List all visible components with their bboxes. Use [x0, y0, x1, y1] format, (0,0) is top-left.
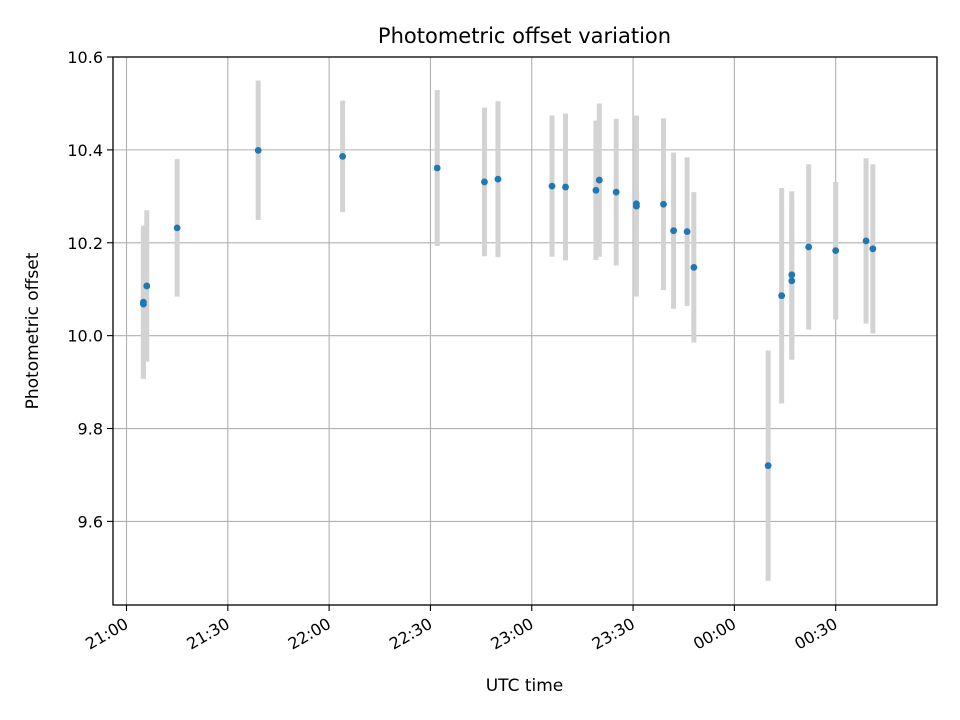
x-tick-label: 23:00 — [487, 614, 536, 654]
data-point — [805, 243, 813, 251]
x-axis: 21:00 21:30 22:00 22:30 23:00 23:30 00:00 00:30 — [82, 605, 841, 654]
y-tick-label: 9.8 — [78, 420, 103, 439]
x-tick-label: 00:30 — [791, 614, 840, 654]
data-point — [690, 263, 698, 271]
y-tick-label: 9.6 — [78, 512, 103, 531]
chart-title: Photometric offset variation — [378, 24, 671, 48]
data-points — [139, 146, 877, 470]
y-tick-label: 10.0 — [67, 327, 103, 346]
data-point — [254, 146, 262, 154]
data-point — [494, 175, 502, 183]
grid — [113, 56, 937, 605]
x-tick-label: 00:00 — [690, 614, 739, 654]
data-point — [339, 152, 347, 160]
plot-frame — [112, 56, 938, 606]
data-point — [548, 182, 556, 190]
x-tick-label: 22:00 — [285, 614, 334, 654]
data-point — [143, 282, 151, 290]
data-point — [778, 292, 786, 300]
data-point — [862, 237, 870, 245]
y-tick-label: 10.4 — [67, 141, 103, 160]
data-point — [683, 228, 691, 236]
data-point — [660, 200, 667, 208]
data-point — [869, 245, 877, 253]
x-tick-label: 21:00 — [82, 614, 131, 654]
data-point — [139, 300, 147, 308]
data-point — [670, 227, 677, 235]
data-point — [788, 277, 796, 285]
x-axis-title: UTC time — [486, 676, 564, 696]
data-point — [612, 188, 620, 196]
data-point — [562, 183, 569, 191]
data-point — [481, 178, 488, 186]
data-point — [592, 186, 600, 194]
y-tick-label: 10.2 — [67, 234, 103, 253]
data-point — [788, 271, 796, 279]
data-point — [173, 224, 181, 232]
x-tick-label: 23:30 — [589, 614, 638, 654]
data-point — [633, 200, 640, 208]
y-tick-label: 10.6 — [67, 48, 103, 67]
data-point — [433, 164, 441, 172]
data-point — [764, 462, 772, 470]
y-axis: 9.6 9.8 10.0 10.2 10.4 10.6 — [67, 48, 113, 531]
x-tick-label: 22:30 — [386, 614, 435, 654]
data-point — [832, 247, 840, 255]
x-tick-label: 21:30 — [183, 614, 232, 654]
error-bars — [140, 80, 876, 581]
y-axis-title: Photometric offset — [23, 252, 43, 409]
data-point — [595, 176, 603, 184]
